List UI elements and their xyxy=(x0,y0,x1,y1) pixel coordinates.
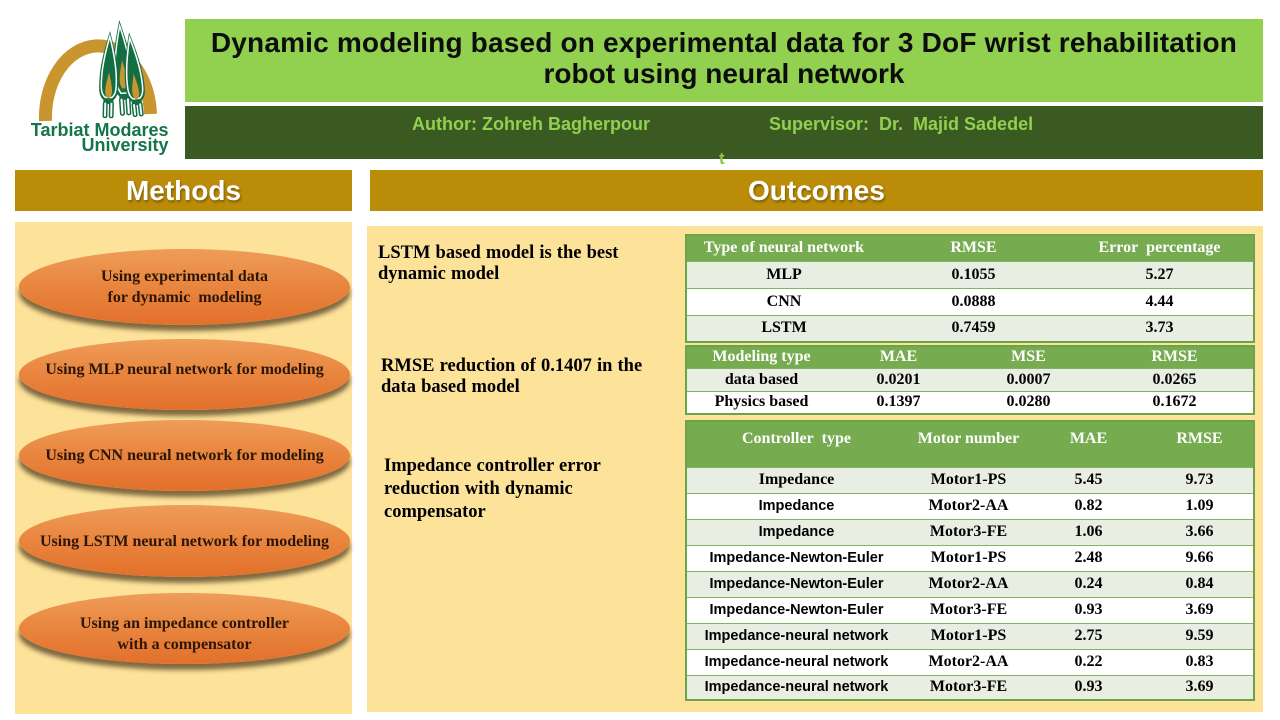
svg-text:University: University xyxy=(81,135,168,155)
svg-text:Tarbiat Modares: Tarbiat Modares xyxy=(31,120,169,140)
